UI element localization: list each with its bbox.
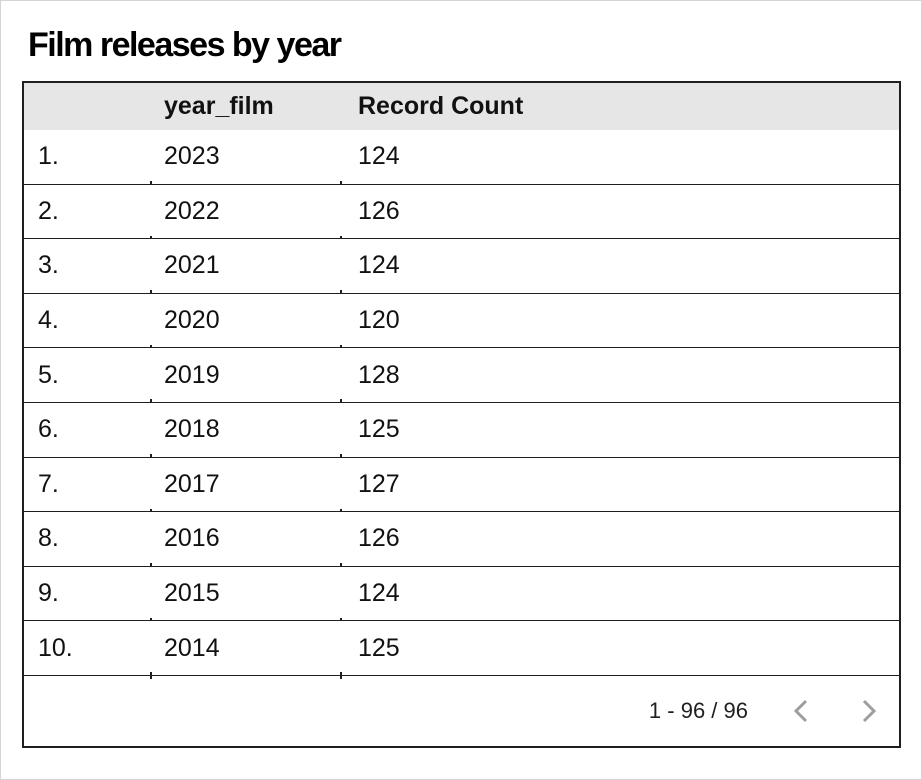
cell-year-film: 2019 [164,360,220,389]
cell-row-number: 6. [38,415,59,444]
cell-row-number: 10. [38,633,73,662]
cell-year-film: 2015 [164,579,220,608]
cell-year-film: 2021 [164,251,220,280]
chevron-right-icon [859,698,879,724]
header-cell-record-count[interactable]: Record Count [358,92,524,120]
cell-year-film: 2017 [164,469,220,498]
table-row: 3. 2021 124 [24,239,899,297]
cell-record-count: 126 [358,196,400,225]
cell-record-count: 125 [358,633,400,662]
cell-year-film: 2014 [164,633,220,662]
previous-page-button[interactable] [790,698,812,724]
cell-record-count: 128 [358,360,400,389]
cell-year-film: 2023 [164,142,220,171]
table-row: 8. 2016 126 [24,512,899,570]
pagination-range-label: 1 - 96 / 96 [648,697,748,723]
cell-record-count: 120 [358,306,400,335]
cell-year-film: 2016 [164,524,220,553]
cell-record-count: 124 [358,251,400,280]
header-cell-year-film[interactable]: year_film [164,92,274,120]
cell-record-count: 126 [358,524,400,553]
cell-row-number: 2. [38,196,59,225]
chevron-left-icon [791,698,811,724]
next-page-button[interactable] [858,698,880,724]
cell-row-number: 5. [38,360,59,389]
table-row: 7. 2017 127 [24,457,899,516]
cell-year-film: 2022 [164,196,220,225]
cell-record-count: 124 [358,142,400,171]
table-row: 2. 2022 126 [24,184,899,243]
cell-row-number: 8. [38,524,59,553]
table-pagination: 1 - 96 / 96 [24,676,899,746]
cell-record-count: 125 [358,415,400,444]
film-releases-table: year_film Record Count 1. 2023 124 2. 20… [22,81,901,748]
table-row: 1. 2023 124 [24,130,899,188]
cell-row-number: 9. [38,579,59,608]
table-header-row: year_film Record Count [24,83,899,130]
table-row: 6. 2018 125 [24,402,899,461]
cell-year-film: 2020 [164,306,220,335]
cell-year-film: 2018 [164,415,220,444]
cell-row-number: 7. [38,469,59,498]
table-row: 5. 2019 128 [24,348,899,407]
table-row: 10. 2014 125 [24,621,899,680]
cell-row-number: 3. [38,251,59,280]
table-row: 9. 2015 124 [24,566,899,625]
cell-row-number: 1. [38,142,59,171]
cell-record-count: 124 [358,579,400,608]
chart-title: Film releases by year [28,26,342,64]
table-row: 4. 2020 120 [24,293,899,352]
cell-record-count: 127 [358,469,400,498]
cell-row-number: 4. [38,306,59,335]
